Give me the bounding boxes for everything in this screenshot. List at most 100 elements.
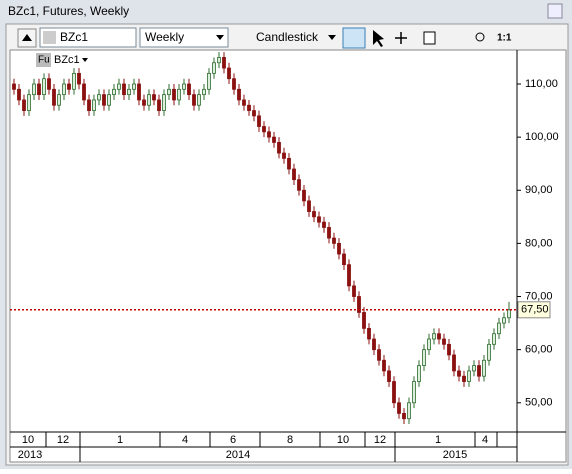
candle-body: [137, 83, 141, 101]
candle-body: [252, 110, 256, 117]
candle-body: [22, 99, 26, 111]
candle-body: [167, 88, 171, 96]
chart-area: [9, 49, 567, 463]
y-tick-label: 100,00: [525, 131, 559, 143]
candle-body: [477, 365, 481, 377]
year-label: 2015: [443, 449, 467, 461]
zoom-text[interactable]: 1:1: [497, 33, 512, 44]
candle-body: [157, 99, 161, 111]
candle-body: [92, 99, 96, 111]
y-tick-label: 80,00: [525, 237, 553, 249]
y-tick-label: 110,00: [525, 78, 558, 90]
candle-body: [387, 370, 391, 382]
candle-body: [152, 94, 156, 101]
candle-body: [262, 126, 266, 133]
candle-body: [82, 83, 86, 101]
candle-body: [257, 115, 261, 127]
candle-body: [207, 72, 211, 90]
pointer-tool[interactable]: [373, 30, 384, 47]
candle-body: [422, 349, 426, 366]
y-tick-label: 90,00: [525, 184, 553, 196]
link-button[interactable]: [342, 27, 366, 49]
symbol-input[interactable]: [39, 27, 137, 48]
candle-body: [77, 72, 81, 85]
info-tool[interactable]: [423, 31, 436, 45]
style-text: Candlestick: [256, 30, 319, 44]
candle-body: [292, 168, 296, 181]
candle-body: [237, 88, 241, 101]
candle-body: [317, 216, 321, 223]
candle-body: [322, 221, 326, 228]
year-label: 2014: [226, 449, 250, 461]
candle-body: [507, 309, 511, 319]
candle-body: [442, 338, 446, 345]
candle-body: [52, 88, 56, 106]
month-label: 1: [117, 434, 123, 446]
candle-body: [302, 189, 306, 202]
candle-body: [62, 83, 66, 96]
candle-body: [32, 83, 36, 96]
candle-body: [147, 94, 151, 106]
candle-body: [367, 327, 371, 340]
interval-dropdown[interactable]: [139, 27, 229, 48]
candle-body: [247, 104, 251, 111]
legend-arrow: [82, 58, 88, 62]
candle-body: [227, 67, 231, 80]
symbol-icon: [43, 31, 56, 44]
month-label: 1: [435, 434, 441, 446]
window-title: BZc1, Futures, Weekly: [8, 4, 129, 18]
candle-body: [462, 375, 466, 382]
crosshair-tool[interactable]: [395, 32, 407, 44]
candle-body: [307, 200, 311, 212]
dropdown-arrow: [216, 35, 224, 40]
candle-body: [392, 381, 396, 404]
symbol-text: BZc1: [60, 30, 88, 44]
legend-symbol: BZc1: [54, 54, 80, 66]
candle-body: [372, 338, 376, 351]
y-tick-label: 60,00: [525, 344, 553, 356]
candle-body: [467, 370, 471, 382]
candle-body: [27, 94, 31, 111]
candle-body: [97, 94, 101, 101]
last-price-box: [517, 301, 551, 319]
candle-body: [472, 365, 476, 372]
dropdown-arrow: [328, 35, 336, 40]
style-dropdown[interactable]: [236, 28, 340, 47]
month-label: 8: [287, 434, 293, 446]
candle-body: [127, 88, 131, 96]
month-label: 4: [182, 434, 188, 446]
candle-body: [37, 83, 41, 96]
candle-body: [382, 359, 386, 372]
candle-body: [47, 78, 51, 90]
candle-body: [492, 333, 496, 345]
candle-body: [447, 343, 451, 356]
candle-body: [502, 317, 506, 324]
candle-body: [457, 370, 461, 377]
month-label: 10: [337, 434, 349, 446]
month-label: 12: [57, 434, 69, 446]
candle-body: [102, 94, 106, 106]
candle-body: [407, 402, 411, 420]
interval-text: Weekly: [145, 30, 184, 44]
candle-body: [482, 359, 486, 377]
candle-body: [12, 83, 16, 90]
candle-body: [182, 83, 186, 90]
candle-body: [212, 62, 216, 74]
close-button[interactable]: [547, 3, 563, 19]
candle-body: [112, 88, 116, 96]
candle-body: [142, 99, 146, 106]
year-label: 2013: [18, 449, 42, 461]
candle-body: [72, 72, 76, 90]
candle-body: [357, 296, 361, 313]
candle-body: [312, 211, 316, 218]
candle-body: [222, 57, 226, 69]
candle-body: [232, 78, 236, 90]
candle-body: [402, 413, 406, 420]
candle-body: [192, 94, 196, 106]
candle-body: [497, 322, 501, 335]
zoom-tool[interactable]: [475, 32, 485, 42]
month-label: 10: [22, 434, 34, 446]
candle-body: [202, 88, 206, 96]
candle-body: [187, 83, 191, 96]
